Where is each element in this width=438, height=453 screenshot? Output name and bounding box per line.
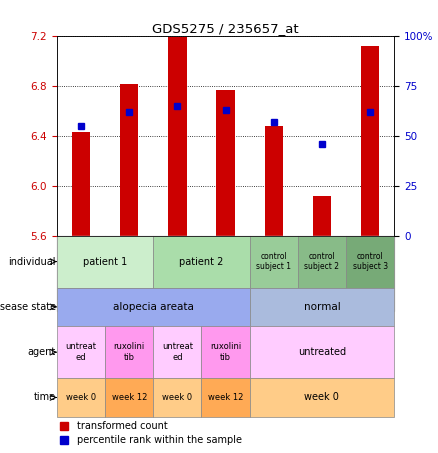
Bar: [298, 236, 346, 311]
Bar: [250, 326, 394, 378]
Bar: [216, 90, 235, 236]
Bar: [265, 126, 283, 236]
Text: ruxolini
tib: ruxolini tib: [113, 342, 145, 362]
Text: control
subject 2: control subject 2: [304, 252, 339, 271]
Text: untreat
ed: untreat ed: [162, 342, 193, 362]
Title: GDS5275 / 235657_at: GDS5275 / 235657_at: [152, 22, 299, 35]
Text: week 12: week 12: [112, 393, 147, 402]
Text: patient 1: patient 1: [83, 256, 127, 266]
Bar: [72, 132, 90, 236]
Bar: [57, 36, 105, 236]
Bar: [57, 236, 105, 311]
Bar: [250, 36, 298, 236]
Bar: [346, 36, 394, 236]
Bar: [153, 236, 201, 311]
Text: disease state: disease state: [0, 302, 56, 312]
Bar: [346, 236, 394, 288]
Bar: [250, 378, 394, 417]
Bar: [201, 378, 250, 417]
Text: patient 2: patient 2: [179, 256, 224, 266]
Text: individual: individual: [8, 256, 56, 266]
Bar: [361, 46, 379, 236]
Text: time: time: [34, 392, 56, 402]
Bar: [153, 236, 250, 288]
Bar: [250, 236, 298, 288]
Bar: [346, 236, 394, 311]
Bar: [105, 326, 153, 378]
Bar: [201, 326, 250, 378]
Bar: [201, 36, 250, 236]
Text: week 0: week 0: [304, 392, 339, 402]
Bar: [313, 196, 331, 236]
Bar: [57, 236, 153, 288]
Bar: [153, 36, 201, 236]
Text: agent: agent: [28, 347, 56, 357]
Bar: [57, 288, 250, 326]
Text: untreat
ed: untreat ed: [66, 342, 96, 362]
Text: control
subject 1: control subject 1: [256, 252, 291, 271]
Text: transformed count: transformed count: [77, 420, 168, 431]
Bar: [250, 236, 298, 311]
Text: week 0: week 0: [66, 393, 96, 402]
Text: control
subject 3: control subject 3: [353, 252, 388, 271]
Bar: [105, 378, 153, 417]
Bar: [105, 236, 153, 311]
Bar: [57, 378, 105, 417]
Bar: [298, 236, 346, 288]
Bar: [168, 38, 187, 236]
Bar: [105, 36, 153, 236]
Text: untreated: untreated: [298, 347, 346, 357]
Bar: [153, 378, 201, 417]
Bar: [201, 236, 250, 311]
Bar: [298, 36, 346, 236]
Text: week 12: week 12: [208, 393, 243, 402]
Bar: [250, 288, 394, 326]
Text: alopecia areata: alopecia areata: [113, 302, 194, 312]
Text: percentile rank within the sample: percentile rank within the sample: [77, 435, 242, 445]
Bar: [153, 326, 201, 378]
Bar: [57, 326, 105, 378]
Text: ruxolini
tib: ruxolini tib: [210, 342, 241, 362]
Text: normal: normal: [304, 302, 340, 312]
Bar: [120, 84, 138, 236]
Text: week 0: week 0: [162, 393, 192, 402]
